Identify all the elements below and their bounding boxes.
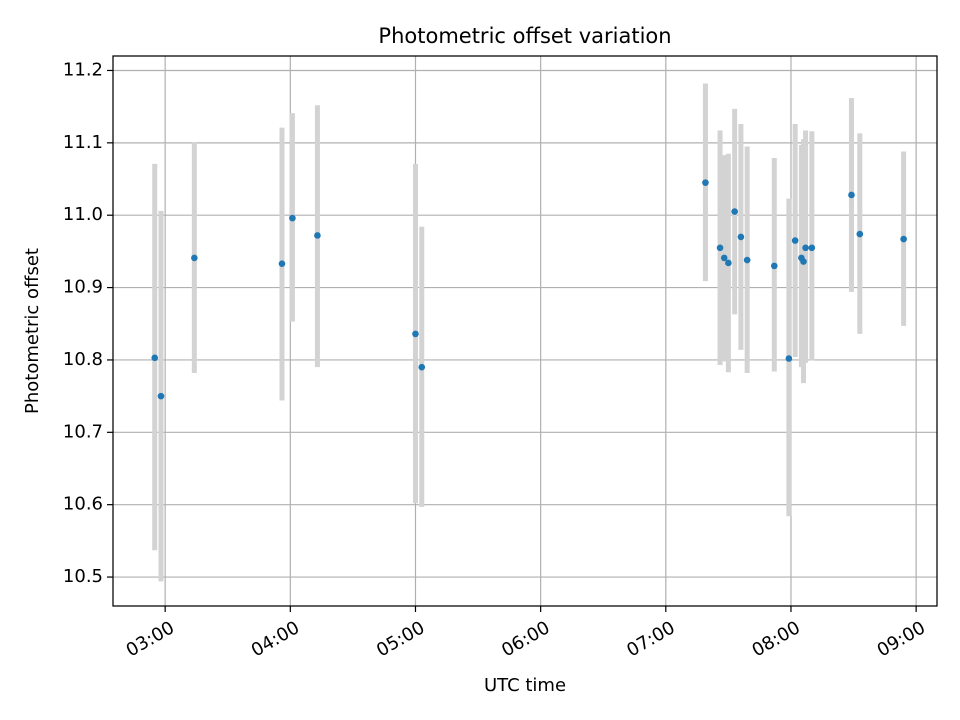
data-point [848,191,855,199]
data-point [278,260,286,267]
data-point [716,244,724,252]
x-axis-title: UTC time [484,675,566,696]
data-point [720,254,728,262]
data-point [412,330,419,338]
data-point [800,258,807,265]
data-point [314,232,321,239]
data-point [737,233,745,241]
y-tick-label: 10.5 [63,566,103,587]
data-point [900,235,907,243]
data-point [802,244,809,252]
y-tick-label: 10.8 [63,349,103,370]
data-point [157,392,165,400]
data-point [191,254,198,262]
plot-frame [112,55,938,607]
data-point [770,262,778,270]
y-tick-label: 10.9 [63,277,103,298]
data-point [808,244,816,252]
y-tick-label: 11.1 [63,132,103,153]
chart-title: Photometric offset variation [378,24,671,48]
data-point [418,363,426,371]
data-point [785,355,793,362]
y-tick-label: 10.6 [63,494,103,515]
data-point [743,256,751,264]
data-point [702,179,709,186]
data-point [791,237,799,244]
y-tick-label: 11.0 [63,204,103,225]
y-tick-label: 11.2 [63,59,103,80]
y-tick-label: 10.7 [63,421,103,442]
y-axis-title: Photometric offset [22,248,43,414]
data-point [151,354,159,362]
data-point [725,259,732,267]
data-point [731,208,738,215]
data-point [289,214,296,222]
data-points [151,179,907,400]
data-point [856,230,864,238]
